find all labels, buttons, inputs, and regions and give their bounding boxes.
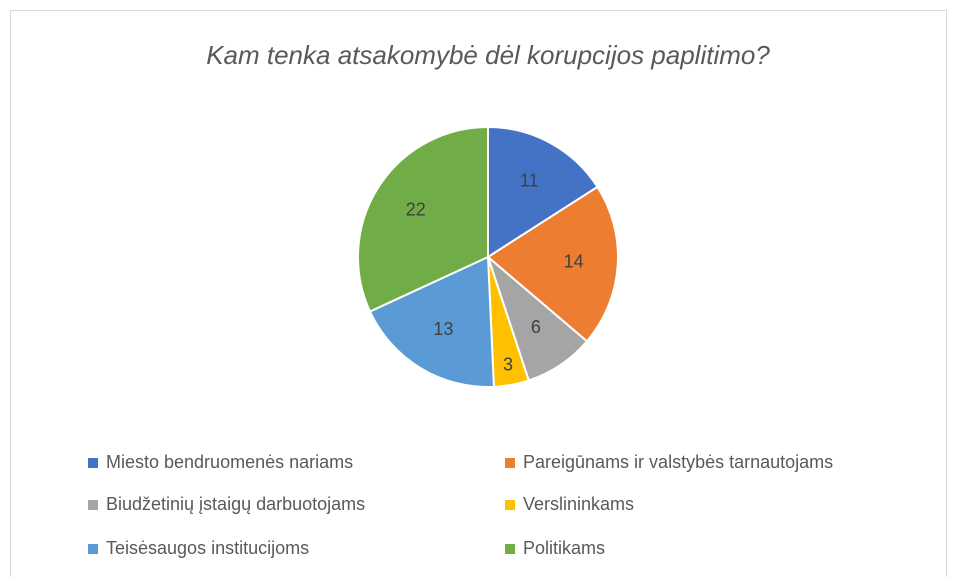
- data-label: 22: [406, 200, 426, 220]
- legend-label: Politikams: [523, 538, 605, 558]
- data-label: 6: [531, 317, 541, 337]
- data-label: 13: [433, 319, 453, 339]
- legend-swatch: [505, 544, 515, 554]
- chart-title: Kam tenka atsakomybė dėl korupcijos papl…: [206, 40, 770, 70]
- pie-slice: [486, 185, 619, 343]
- legend-label: Biudžetinių įstaigų darbuotojams: [106, 494, 365, 514]
- legend-label: Pareigūnams ir valstybės tarnautojams: [523, 452, 833, 472]
- legend-swatch: [88, 500, 98, 510]
- pie-slice: [357, 125, 489, 313]
- pie-slice: [487, 125, 599, 259]
- data-label: 11: [520, 170, 539, 190]
- legend-label: Miesto bendruomenės nariams: [106, 452, 353, 472]
- legend-swatch: [505, 500, 515, 510]
- legend-swatch: [505, 458, 515, 468]
- data-label: 3: [503, 354, 513, 374]
- pie-slice: [368, 255, 495, 388]
- legend-label: Teisėsaugos institucijoms: [106, 538, 309, 558]
- legend-swatch: [88, 458, 98, 468]
- data-label: 14: [564, 252, 584, 272]
- legend-label: Verslininkams: [523, 494, 634, 514]
- legend-swatch: [88, 544, 98, 554]
